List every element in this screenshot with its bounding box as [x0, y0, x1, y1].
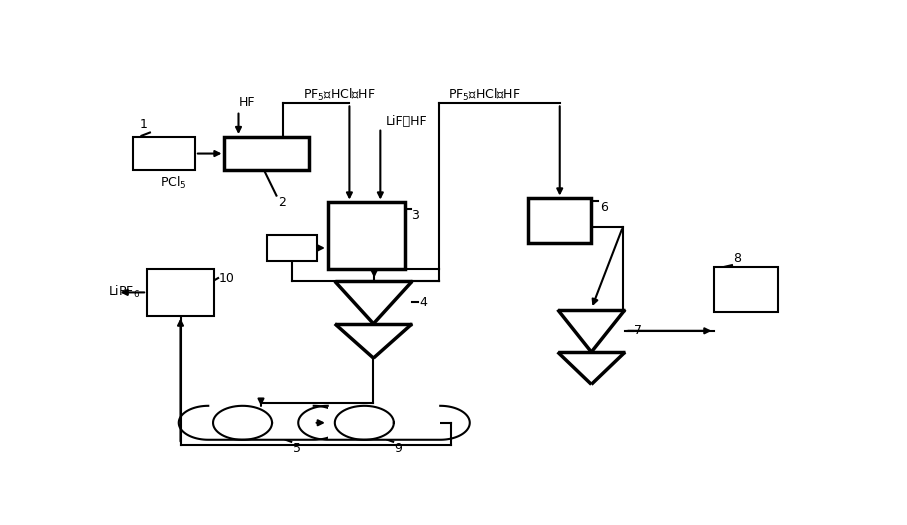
Text: 6: 6 — [600, 201, 608, 214]
Text: 2: 2 — [278, 196, 286, 209]
Polygon shape — [327, 406, 440, 440]
Text: LiPF$_6$: LiPF$_6$ — [108, 284, 140, 300]
Polygon shape — [327, 203, 405, 269]
Text: 4: 4 — [419, 296, 427, 309]
Text: PF$_5$、HCl、HF: PF$_5$、HCl、HF — [448, 87, 521, 103]
Text: PF$_5$、HCl、HF: PF$_5$、HCl、HF — [303, 87, 375, 103]
Text: LiF、HF: LiF、HF — [386, 114, 428, 128]
Polygon shape — [224, 137, 308, 170]
Text: 7: 7 — [634, 324, 641, 337]
Text: 8: 8 — [734, 252, 741, 265]
Text: 3: 3 — [412, 209, 419, 223]
Polygon shape — [209, 406, 314, 440]
Text: PCl$_5$: PCl$_5$ — [160, 175, 187, 192]
Text: 1: 1 — [140, 118, 148, 131]
Text: HF: HF — [239, 97, 255, 110]
Polygon shape — [147, 269, 214, 316]
Polygon shape — [267, 235, 317, 261]
Text: 10: 10 — [219, 271, 235, 285]
Polygon shape — [528, 198, 591, 243]
Polygon shape — [133, 137, 195, 170]
Text: 5: 5 — [293, 442, 300, 455]
Polygon shape — [715, 267, 777, 312]
Text: 9: 9 — [395, 442, 403, 455]
